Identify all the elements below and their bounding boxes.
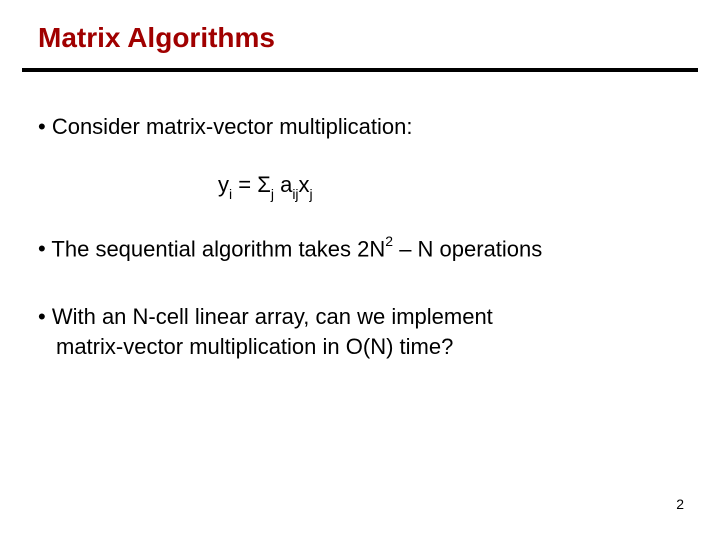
bullet-3: • With an N-cell linear array, can we im… [38, 302, 678, 361]
bullet-1-text: Consider matrix-vector multiplication: [52, 114, 413, 139]
bullet-3-line1: With an N-cell linear array, can we impl… [52, 304, 493, 329]
formula-sigma: Σ [257, 172, 271, 197]
bullet-3-line2: matrix-vector multiplication in O(N) tim… [56, 332, 678, 362]
formula-y-sub: i [229, 186, 232, 202]
formula-a-sub: ij [292, 186, 298, 202]
slide-title: Matrix Algorithms [38, 22, 275, 54]
bullet-1: • Consider matrix-vector multiplication: [38, 112, 678, 142]
formula-x-sub: j [310, 186, 313, 202]
formula-sigma-sub: j [271, 186, 274, 202]
bullet-2-text-after: – N operations [393, 236, 542, 261]
bullet-marker: • [38, 302, 46, 332]
formula: yi = Σj aijxj [218, 172, 313, 200]
formula-y: y [218, 172, 229, 197]
formula-a: a [280, 172, 292, 197]
page-number: 2 [676, 496, 684, 512]
bullet-2-text-before: The sequential algorithm takes 2N [51, 236, 385, 261]
bullet-marker: • [38, 234, 46, 264]
bullet-2-exp: 2 [385, 233, 393, 249]
formula-x: x [299, 172, 310, 197]
bullet-2: • The sequential algorithm takes 2N2 – N… [38, 234, 678, 264]
formula-eq: = [232, 172, 257, 197]
title-underline [22, 68, 698, 72]
slide: Matrix Algorithms • Consider matrix-vect… [0, 0, 720, 540]
bullet-marker: • [38, 112, 46, 142]
